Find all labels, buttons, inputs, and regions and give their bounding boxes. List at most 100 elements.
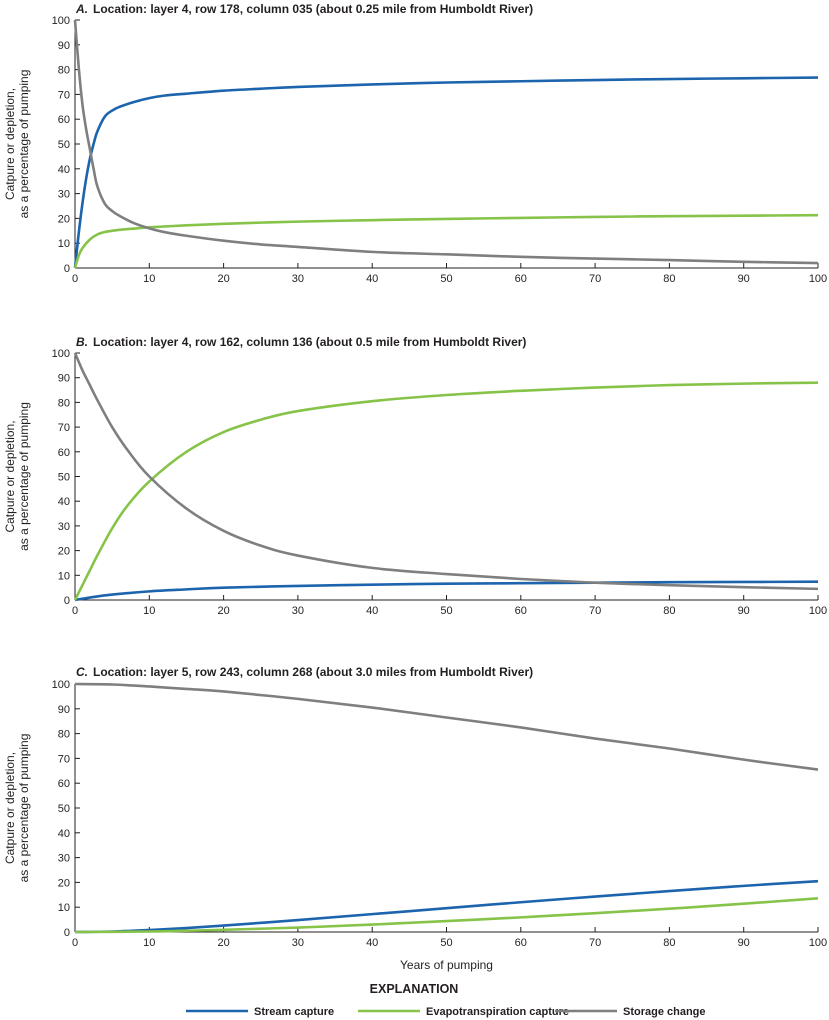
y-tick-label: 0 [64, 927, 70, 939]
x-tick-label: 50 [440, 605, 452, 617]
x-tick-label: 50 [440, 273, 452, 285]
y-tick-label: 70 [58, 89, 70, 101]
y-tick-label: 60 [58, 778, 70, 790]
y-tick-label: 50 [58, 472, 70, 484]
x-tick-label: 30 [292, 937, 304, 949]
y-axis-label: Catpure or depletion, [3, 420, 17, 532]
x-tick-label: 10 [143, 273, 155, 285]
x-tick-label: 70 [589, 273, 601, 285]
x-tick-label: 30 [292, 605, 304, 617]
x-tick-label: 50 [440, 937, 452, 949]
x-tick-label: 80 [663, 605, 675, 617]
x-tick-label: 10 [143, 605, 155, 617]
x-tick-label: 0 [72, 273, 78, 285]
x-tick-label: 70 [589, 937, 601, 949]
panel-letter: B. [76, 335, 88, 349]
y-tick-label: 40 [58, 164, 70, 176]
y-axis-label: Catpure or depletion, [3, 88, 17, 200]
y-tick-label: 50 [58, 139, 70, 151]
series-line-et [74, 896, 819, 934]
y-tick-label: 80 [58, 397, 70, 409]
x-axis-label: Years of pumping [400, 958, 493, 972]
chart-panel-c: C. Location: layer 5, row 243, column 268… [3, 665, 827, 972]
y-tick-label: 30 [58, 853, 70, 865]
y-tick-label: 40 [58, 496, 70, 508]
y-tick-label: 70 [58, 753, 70, 765]
legend: EXPLANATION Stream capture Evapotranspirat… [186, 982, 706, 1018]
y-tick-label: 70 [58, 422, 70, 434]
y-tick-label: 10 [58, 902, 70, 914]
x-tick-label: 40 [366, 937, 378, 949]
x-tick-label: 40 [366, 605, 378, 617]
y-tick-label: 20 [58, 877, 70, 889]
y-tick-label: 10 [58, 238, 70, 250]
y-axis-label: as a percentage of pumping [17, 70, 31, 219]
legend-item-label: Evapotranspiration capture [426, 1006, 569, 1018]
y-tick-label: 90 [58, 373, 70, 385]
x-tick-label: 40 [366, 273, 378, 285]
x-tick-label: 100 [809, 937, 827, 949]
chart-panel-b: B. Location: layer 4, row 162, column 136… [3, 335, 827, 617]
series-line-storage [73, 19, 819, 265]
y-tick-label: 10 [58, 570, 70, 582]
x-tick-label: 20 [217, 273, 229, 285]
x-tick-label: 90 [738, 605, 750, 617]
y-tick-label: 0 [64, 263, 70, 275]
x-tick-label: 100 [809, 273, 827, 285]
series-line-et [73, 213, 819, 269]
legend-title: EXPLANATION [370, 982, 459, 996]
x-tick-label: 60 [515, 937, 527, 949]
x-tick-label: 80 [663, 937, 675, 949]
y-tick-label: 100 [52, 15, 70, 27]
y-tick-label: 40 [58, 828, 70, 840]
x-tick-label: 10 [143, 937, 155, 949]
series-line-storage [73, 352, 819, 591]
y-tick-label: 30 [58, 521, 70, 533]
panel-location: Location: layer 4, row 162, column 136 (… [93, 335, 526, 349]
y-tick-label: 100 [52, 679, 70, 691]
y-tick-label: 80 [58, 729, 70, 741]
panel-title: A. Location: layer 4, row 178, column 035… [75, 2, 533, 16]
panel-title: B. Location: layer 4, row 162, column 136… [76, 335, 526, 349]
y-tick-label: 60 [58, 114, 70, 126]
panel-letter: A. [75, 2, 88, 16]
x-tick-label: 20 [217, 937, 229, 949]
y-tick-label: 50 [58, 803, 70, 815]
y-tick-label: 60 [58, 447, 70, 459]
x-tick-label: 60 [515, 273, 527, 285]
series-line-stream [73, 76, 819, 269]
y-tick-label: 90 [58, 40, 70, 52]
panel-title: C. Location: layer 5, row 243, column 268… [76, 665, 533, 679]
x-tick-label: 0 [72, 937, 78, 949]
y-tick-label: 80 [58, 65, 70, 77]
x-tick-label: 60 [515, 605, 527, 617]
y-tick-label: 30 [58, 189, 70, 201]
x-tick-label: 30 [292, 273, 304, 285]
y-tick-label: 20 [58, 213, 70, 225]
x-tick-label: 70 [589, 605, 601, 617]
x-tick-label: 20 [217, 605, 229, 617]
series-line-et [73, 381, 819, 601]
series-line-storage [74, 682, 819, 771]
y-tick-label: 100 [52, 348, 70, 360]
x-tick-label: 90 [738, 273, 750, 285]
x-tick-label: 90 [738, 937, 750, 949]
panel-location: Location: layer 5, row 243, column 268 (… [93, 665, 533, 679]
y-tick-label: 90 [58, 704, 70, 716]
x-tick-label: 0 [72, 605, 78, 617]
chart-panel-a: A. Location: layer 4, row 178, column 035… [3, 2, 827, 285]
x-tick-label: 80 [663, 273, 675, 285]
x-tick-label: 100 [809, 605, 827, 617]
legend-item-label: Storage change [623, 1006, 706, 1018]
legend-item-label: Stream capture [254, 1006, 334, 1018]
y-axis-label: as a percentage of pumping [17, 402, 31, 551]
y-tick-label: 0 [64, 595, 70, 607]
panel-location: Location: layer 4, row 178, column 035 (… [93, 2, 533, 16]
series-line-stream [74, 580, 819, 602]
y-axis-label: as a percentage of pumping [17, 734, 31, 883]
panel-letter: C. [76, 665, 88, 679]
y-tick-label: 20 [58, 546, 70, 558]
y-axis-label: Catpure or depletion, [3, 752, 17, 864]
series-line-stream [74, 879, 819, 934]
